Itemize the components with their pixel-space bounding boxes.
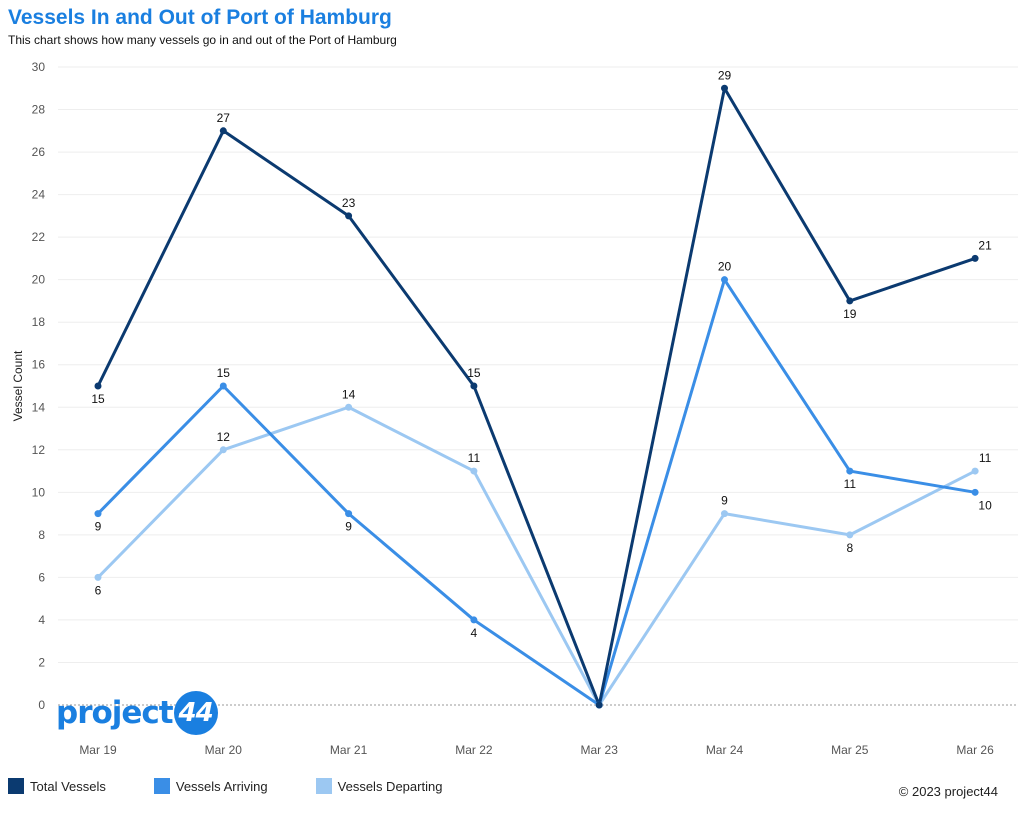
data-point <box>219 127 227 135</box>
data-label: 15 <box>467 366 481 380</box>
y-axis-label: Vessel Count <box>11 350 25 421</box>
x-tick-label: Mar 24 <box>706 743 744 757</box>
data-point <box>971 467 979 475</box>
copyright-text: © 2023 project44 <box>898 784 998 799</box>
x-tick-label: Mar 26 <box>956 743 994 757</box>
data-point <box>721 510 728 518</box>
data-label: 9 <box>95 520 102 534</box>
logo-wordmark: project <box>56 694 174 731</box>
y-tick-label: 12 <box>32 443 46 457</box>
chart-subtitle: This chart shows how many vessels go in … <box>8 33 397 47</box>
data-point <box>94 510 102 518</box>
x-tick-label: Mar 20 <box>205 743 243 757</box>
data-point <box>721 276 728 284</box>
data-label: 20 <box>718 260 732 274</box>
x-tick-label: Mar 25 <box>831 743 869 757</box>
data-point <box>971 488 979 496</box>
y-tick-label: 10 <box>32 485 46 499</box>
series-line-1 <box>96 278 976 707</box>
data-label: 9 <box>721 494 728 508</box>
data-label: 6 <box>95 583 102 597</box>
y-tick-label: 2 <box>38 655 45 669</box>
y-tick-label: 14 <box>32 400 46 414</box>
data-point <box>721 84 728 92</box>
data-label: 11 <box>468 451 481 465</box>
data-point <box>345 510 353 518</box>
legend-item-departing[interactable]: Vessels Departing <box>315 778 443 794</box>
legend-item-total[interactable]: Total Vessels <box>8 778 106 794</box>
data-label: 29 <box>718 68 732 82</box>
data-label: 19 <box>843 307 857 321</box>
project44-logo: project 44 <box>56 690 218 736</box>
data-point <box>846 297 854 305</box>
y-tick-label: 8 <box>38 528 45 542</box>
data-label: 12 <box>217 430 231 444</box>
y-tick-label: 24 <box>32 188 46 202</box>
y-tick-label: 4 <box>38 613 45 627</box>
x-tick-label: Mar 19 <box>79 743 117 757</box>
legend-item-arriving[interactable]: Vessels Arriving <box>153 778 268 794</box>
data-label: 27 <box>217 111 231 125</box>
y-tick-label: 22 <box>32 230 46 244</box>
y-tick-label: 0 <box>38 698 45 712</box>
legend-swatch-departing <box>315 778 332 794</box>
data-point <box>595 701 603 709</box>
data-point <box>94 573 102 581</box>
data-label: 11 <box>979 451 992 465</box>
data-point <box>94 382 102 390</box>
x-tick-label: Mar 23 <box>581 743 619 757</box>
y-tick-label: 28 <box>32 103 46 117</box>
data-point <box>345 403 353 411</box>
y-tick-label: 18 <box>32 315 46 329</box>
data-point <box>971 254 979 262</box>
data-label: 14 <box>342 387 356 401</box>
y-tick-label: 16 <box>32 358 46 372</box>
y-tick-label: 30 <box>32 60 46 74</box>
legend-label-departing: Vessels Departing <box>337 778 443 794</box>
data-point <box>470 616 478 624</box>
data-label: 11 <box>844 477 857 491</box>
y-tick-label: 20 <box>32 273 46 287</box>
y-tick-label: 26 <box>32 145 46 159</box>
legend-swatch-total <box>8 778 24 794</box>
legend-swatch-arriving <box>153 778 170 794</box>
legend-label-total: Total Vessels <box>30 778 106 794</box>
data-label: 15 <box>217 366 231 380</box>
series-line-2 <box>96 405 976 707</box>
x-tick-label: Mar 22 <box>455 743 493 757</box>
data-point <box>219 382 227 390</box>
data-point <box>219 446 227 454</box>
logo-badge: 44 <box>173 691 218 735</box>
data-label: 21 <box>978 238 992 252</box>
series-line-0 <box>96 86 976 707</box>
data-label: 4 <box>471 626 478 640</box>
x-tick-label: Mar 21 <box>330 743 368 757</box>
data-point <box>846 467 854 475</box>
data-point <box>846 531 854 539</box>
data-label: 9 <box>345 520 352 534</box>
data-label: 23 <box>342 196 356 210</box>
legend-label-arriving: Vessels Arriving <box>175 778 268 794</box>
chart-title: Vessels In and Out of Port of Hamburg <box>8 6 392 29</box>
data-label: 15 <box>91 392 105 406</box>
data-point <box>470 382 478 390</box>
data-point <box>345 212 353 220</box>
chart-legend: Total Vessels Vessels Arriving Vessels D… <box>8 778 490 794</box>
y-tick-label: 6 <box>38 570 45 584</box>
data-point <box>470 467 478 475</box>
data-label: 10 <box>978 498 992 512</box>
data-label: 8 <box>846 541 853 555</box>
